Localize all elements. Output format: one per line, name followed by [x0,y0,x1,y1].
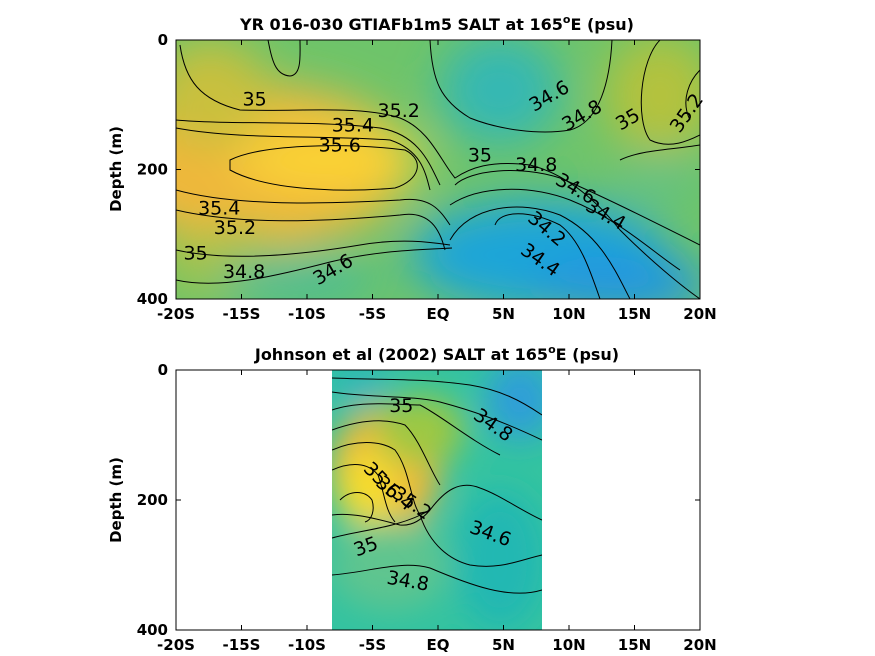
top-x-tick-label: 10N [552,305,585,323]
top-x-tick-label: EQ [427,305,450,323]
top-heatmap-field [176,40,700,299]
top-y-axis-label: Depth (m) [107,126,125,212]
bottom-y-tick-label: 0 [158,361,168,379]
bottom-x-tick-label: 5N [492,636,515,654]
top-y-tick-label: 0 [158,31,168,49]
top-x-tick-label: -15S [223,305,261,323]
bottom-x-tick-label: 20N [683,636,716,654]
top-y-ticks: 0 200 400 [137,31,700,308]
top-contour-lines [176,40,700,299]
top-contour-label: 35 [243,89,267,111]
bottom-contour-label: 35 [389,395,413,417]
top-contour-label: 35.6 [319,135,361,157]
bottom-x-tick-label: -15S [223,636,261,654]
top-panel-title: YR 016-030 GTIAFb1m5 SALT at 165oE (psu) [239,13,634,34]
bottom-x-tick-label: -20S [157,636,195,654]
top-contour-label: 35.4 [198,197,240,219]
bottom-y-tick-label: 200 [137,491,168,509]
bottom-contour-lines [332,377,542,594]
bottom-x-tick-label: -5S [359,636,386,654]
top-x-tick-label: -20S [157,305,195,323]
top-contour-label: 34.8 [515,154,557,176]
top-panel: YR 016-030 GTIAFb1m5 SALT at 165oE (psu) [107,13,717,323]
bottom-y-ticks: 0 200 400 [137,361,700,639]
bottom-x-ticks: -20S -15S -10S -5S EQ 5N 10N 15N 20N [157,370,717,654]
top-y-tick-label: 400 [137,290,168,308]
top-x-tick-label: -10S [288,305,326,323]
top-contour-label: 34.8 [223,261,265,283]
top-x-tick-label: 5N [492,305,515,323]
top-x-tick-label: 15N [618,305,651,323]
bottom-x-tick-label: 15N [618,636,651,654]
top-x-tick-label: -5S [359,305,386,323]
top-x-ticks: -20S -15S -10S -5S EQ 5N 10N 15N 20N [157,40,717,323]
bottom-y-tick-label: 400 [137,621,168,639]
top-contour-label: 35.4 [332,114,374,136]
top-contour-label: 35.2 [378,100,420,122]
bottom-x-tick-label: -10S [288,636,326,654]
bottom-x-tick-label: 10N [552,636,585,654]
bottom-heatmap-field [332,370,542,630]
bottom-x-tick-label: EQ [427,636,450,654]
top-x-tick-label: 20N [683,305,716,323]
bottom-panel-title: Johnson et al (2002) SALT at 165oE (psu) [254,343,619,364]
top-y-tick-label: 200 [137,161,168,179]
top-contour-label: 35.2 [214,217,256,239]
bottom-y-axis-label: Depth (m) [107,457,125,543]
bottom-panel: Johnson et al (2002) SALT at 165oE (psu) [107,343,717,654]
top-contour-label: 35 [184,243,208,265]
top-contour-label: 35 [468,144,492,166]
